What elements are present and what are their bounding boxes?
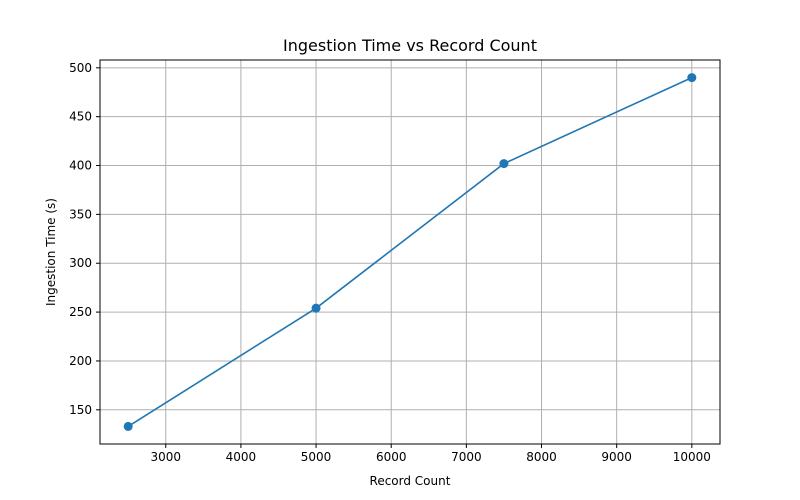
plot-frame xyxy=(99,59,721,445)
x-tick-label: 5000 xyxy=(301,450,332,464)
x-tick-label: 6000 xyxy=(376,450,407,464)
x-tick-label: 8000 xyxy=(526,450,557,464)
y-tick-label: 500 xyxy=(69,61,92,75)
series-layer xyxy=(123,73,697,431)
x-tick-label: 7000 xyxy=(451,450,482,464)
ticks-layer: 3000 4000 5000 6000 7000 8000 9000 10000 150 200 2… xyxy=(69,61,711,464)
data-point xyxy=(499,159,509,169)
x-tick-label: 10000 xyxy=(673,450,711,464)
y-tick-label: 450 xyxy=(69,110,92,124)
y-tick-label: 350 xyxy=(69,207,92,221)
x-tick-label: 3000 xyxy=(150,450,181,464)
x-tick-label: 4000 xyxy=(226,450,257,464)
y-axis-title: Ingestion Time (s) xyxy=(44,198,58,306)
y-tick-label: 400 xyxy=(69,159,92,173)
y-tick-label: 200 xyxy=(69,354,92,368)
x-tick-label: 9000 xyxy=(601,450,632,464)
series-line xyxy=(127,76,693,428)
x-axis-title: Record Count xyxy=(370,474,451,488)
data-point xyxy=(687,73,697,83)
chart-title: Ingestion Time vs Record Count xyxy=(283,36,537,55)
y-tick-label: 250 xyxy=(69,305,92,319)
y-tick-label: 150 xyxy=(69,403,92,417)
y-tick-label: 300 xyxy=(69,256,92,270)
data-point xyxy=(311,303,321,313)
grid-layer xyxy=(100,60,720,444)
data-point xyxy=(123,421,133,431)
